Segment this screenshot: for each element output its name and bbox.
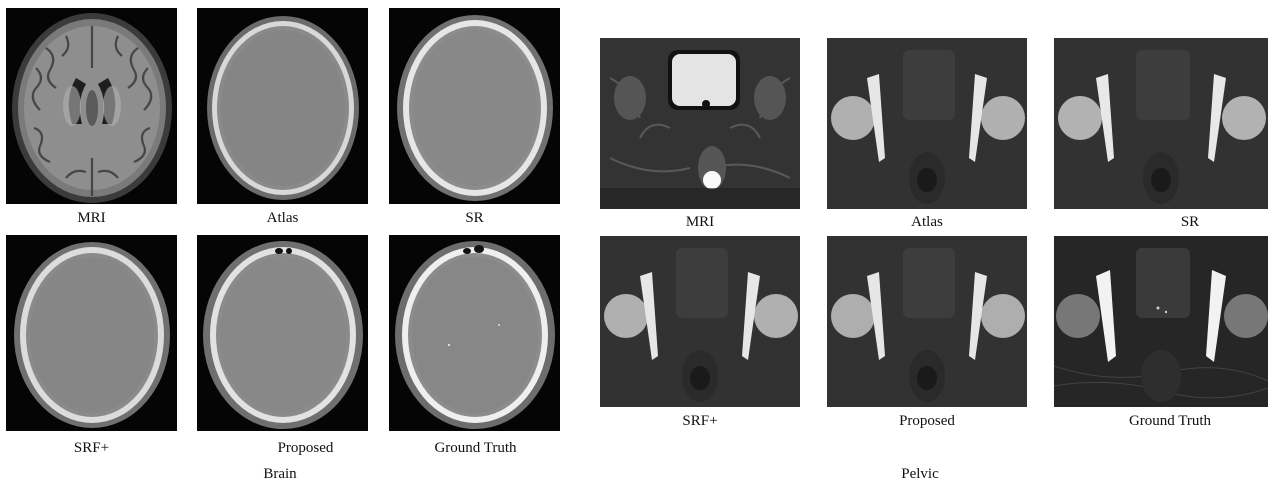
pelvic-ground-truth-image bbox=[1054, 236, 1268, 407]
pelvic-srf-label: SRF+ bbox=[682, 413, 718, 429]
brain-proposed-label: Proposed bbox=[277, 440, 334, 456]
pelvic-srf-image bbox=[600, 236, 800, 407]
pelvic-atlas-image bbox=[827, 38, 1027, 209]
brain-mri-label: MRI bbox=[77, 210, 106, 226]
pelvic-group-label: Pelvic bbox=[901, 466, 939, 482]
pelvic-sr-image bbox=[1054, 38, 1268, 209]
brain-sr-label: SR bbox=[465, 210, 484, 226]
pelvic-mri-image bbox=[600, 38, 800, 209]
brain-group-label: Brain bbox=[263, 466, 297, 482]
pelvic-sr-label: SR bbox=[1180, 214, 1200, 230]
brain-sr-image bbox=[389, 8, 560, 204]
brain-proposed-image bbox=[197, 235, 368, 431]
pelvic-ground-truth-label: Ground Truth bbox=[1128, 413, 1212, 429]
brain-srf-label: SRF+ bbox=[73, 440, 110, 456]
brain-ground-truth-image bbox=[389, 235, 560, 431]
brain-srf-image bbox=[6, 235, 177, 431]
pelvic-proposed-image bbox=[827, 236, 1027, 407]
pelvic-mri-label: MRI bbox=[685, 214, 715, 230]
brain-ground-truth-label: Ground Truth bbox=[434, 440, 517, 456]
brain-mri-image bbox=[6, 8, 177, 204]
brain-atlas-image bbox=[197, 8, 368, 204]
pelvic-proposed-label: Proposed bbox=[899, 413, 955, 429]
pelvic-atlas-label: Atlas bbox=[911, 214, 943, 230]
brain-atlas-label: Atlas bbox=[266, 210, 299, 226]
